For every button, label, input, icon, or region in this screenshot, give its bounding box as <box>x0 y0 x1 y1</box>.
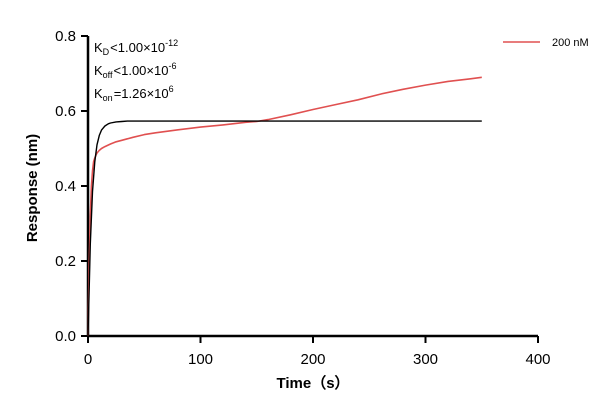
x-tick-label: 200 <box>300 351 325 368</box>
y-axis-title: Response (nm) <box>24 134 41 242</box>
koff-annotation: Koff<1.00×10-6 <box>94 61 176 80</box>
y-tick-label: 0.2 <box>55 253 76 270</box>
x-tick-label: 400 <box>525 351 550 368</box>
y-tick-label: 0.4 <box>55 178 76 195</box>
y-tick-label: 0.8 <box>55 28 76 45</box>
x-tick-label: 0 <box>84 351 92 368</box>
kd-annotation: KD<1.00×10-12 <box>94 38 178 57</box>
y-tick-label: 0.6 <box>55 103 76 120</box>
x-tick-label: 300 <box>413 351 438 368</box>
x-axis-title: Time（s） <box>276 374 349 392</box>
series-line-200-nm <box>87 76 482 337</box>
annotations: KD<1.00×10-12 Koff<1.00×10-6 Kon=1.26×10… <box>94 38 178 103</box>
legend-label: 200 nM <box>552 37 589 49</box>
x-tick-label: 100 <box>188 351 213 368</box>
kon-annotation: Kon=1.26×106 <box>94 84 174 103</box>
y-tick-label: 0.0 <box>55 328 76 345</box>
series-line-1 <box>87 120 482 337</box>
